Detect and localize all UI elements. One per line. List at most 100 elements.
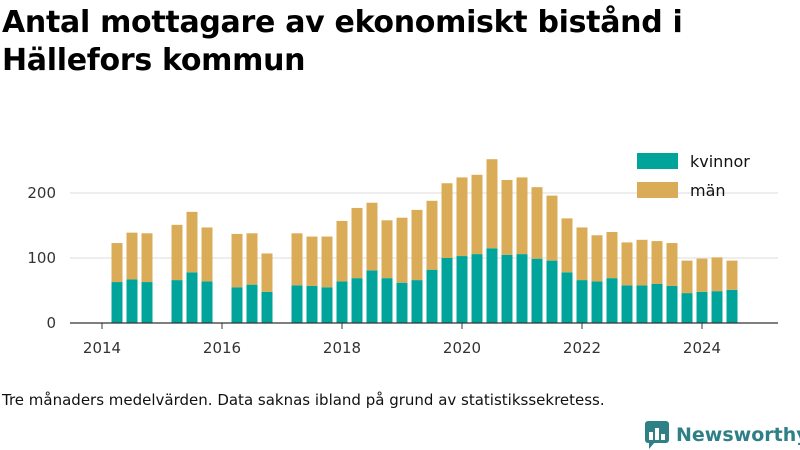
x-tick-label: 2024: [683, 339, 721, 357]
bar-kvinnor-2016-Q2: [231, 287, 243, 323]
bar-män-2020-Q1: [456, 177, 468, 257]
x-tick-label: 2014: [83, 339, 121, 357]
bar-män-2019-Q4: [441, 183, 453, 258]
bar-kvinnor-2016-Q3: [246, 284, 258, 323]
bar-kvinnor-2020-Q2: [471, 254, 483, 323]
bar-män-2018-Q1: [336, 220, 348, 282]
bar-kvinnor-2023-Q1: [636, 285, 648, 323]
bar-män-2019-Q1: [396, 217, 408, 283]
bar-män-2020-Q4: [501, 180, 513, 255]
bar-kvinnor-2014-Q3: [126, 279, 138, 323]
legend-label-män: män: [690, 181, 726, 200]
bar-kvinnor-2024-Q3: [726, 289, 738, 323]
bar-kvinnor-2023-Q2: [651, 284, 663, 323]
y-tick-label: 200: [27, 184, 56, 202]
y-axis-tick-labels: 0 100 200: [27, 184, 56, 332]
bar-kvinnor-2024-Q2: [711, 291, 723, 323]
x-axis: 2014 2016 2018 2020 2022 2024: [70, 322, 778, 357]
bar-kvinnor-2019-Q2: [411, 280, 423, 323]
bar-kvinnor-2022-Q1: [576, 280, 588, 323]
bar-män-2022-Q1: [576, 227, 588, 281]
bar-kvinnor-2016-Q4: [261, 291, 273, 323]
bar-kvinnor-2018-Q1: [336, 281, 348, 323]
bar-kvinnor-2018-Q2: [351, 278, 363, 323]
bar-män-2023-Q3: [666, 243, 678, 286]
bar-män-2015-Q3: [186, 211, 198, 273]
bar-män-2024-Q1: [696, 258, 708, 292]
bar-män-2020-Q3: [486, 159, 498, 249]
chart-title: Antal mottagare av ekonomiskt bistånd i …: [2, 5, 683, 78]
bar-kvinnor-2018-Q3: [366, 270, 378, 323]
bar-kvinnor-2017-Q4: [321, 287, 333, 323]
x-tick-label: 2022: [563, 339, 601, 357]
bar-kvinnor-2017-Q2: [291, 285, 303, 323]
bar-kvinnor-2021-Q1: [516, 254, 528, 323]
chat-bubble-bar-chart-icon: [645, 421, 669, 449]
bar-män-2018-Q2: [351, 207, 363, 279]
bar-män-2014-Q2: [111, 243, 123, 283]
bar-kvinnor-2020-Q1: [456, 256, 468, 323]
bar-män-2017-Q4: [321, 236, 333, 288]
bar-män-2024-Q3: [726, 260, 738, 290]
legend: kvinnor män: [637, 152, 750, 200]
bar-kvinnor-2024-Q1: [696, 291, 708, 323]
bar-kvinnor-2015-Q3: [186, 272, 198, 323]
bar-kvinnor-2023-Q3: [666, 285, 678, 323]
footnote: Tre månaders medelvärden. Data saknas ib…: [2, 391, 605, 409]
legend-swatch-kvinnor: [637, 153, 678, 169]
x-tick-label: 2018: [323, 339, 361, 357]
bar-kvinnor-2021-Q3: [546, 260, 558, 323]
bar-män-2024-Q2: [711, 257, 723, 292]
bar-män-2018-Q3: [366, 202, 378, 271]
bar-kvinnor-2019-Q1: [396, 282, 408, 323]
bar-kvinnor-2021-Q2: [531, 258, 543, 323]
bar-kvinnor-2022-Q4: [621, 285, 633, 323]
bar-män-2023-Q4: [681, 260, 693, 294]
y-tick-label: 0: [46, 314, 56, 332]
x-tick-label: 2016: [203, 339, 241, 357]
bars: [111, 159, 738, 323]
bar-män-2022-Q4: [621, 242, 633, 286]
bar-män-2016-Q3: [246, 233, 258, 285]
bar-kvinnor-2017-Q3: [306, 285, 318, 323]
bar-kvinnor-2019-Q4: [441, 258, 453, 323]
bar-kvinnor-2023-Q4: [681, 293, 693, 323]
x-tick-label: 2020: [443, 339, 481, 357]
bar-män-2021-Q2: [531, 187, 543, 259]
bar-män-2023-Q2: [651, 241, 663, 284]
y-tick-label: 100: [27, 249, 56, 267]
legend-label-kvinnor: kvinnor: [690, 152, 750, 171]
bar-män-2021-Q3: [546, 195, 558, 261]
bar-män-2017-Q2: [291, 233, 303, 286]
bar-män-2016-Q2: [231, 233, 243, 288]
legend-swatch-män: [637, 182, 678, 198]
bar-kvinnor-2019-Q3: [426, 269, 438, 323]
bar-kvinnor-2014-Q4: [141, 282, 153, 323]
bar-män-2015-Q2: [171, 224, 183, 281]
bar-män-2019-Q3: [426, 200, 438, 270]
bar-män-2023-Q1: [636, 239, 648, 286]
bar-kvinnor-2018-Q4: [381, 278, 393, 323]
bar-kvinnor-2022-Q2: [591, 281, 603, 323]
bar-män-2017-Q3: [306, 236, 318, 286]
bar-män-2021-Q4: [561, 218, 573, 273]
bar-män-2019-Q2: [411, 209, 423, 281]
bar-kvinnor-2022-Q3: [606, 278, 618, 323]
bar-män-2022-Q2: [591, 235, 603, 282]
bar-män-2014-Q3: [126, 232, 138, 280]
bar-män-2015-Q4: [201, 227, 213, 282]
bar-kvinnor-2014-Q2: [111, 282, 123, 323]
bar-kvinnor-2021-Q4: [561, 272, 573, 323]
bar-kvinnor-2015-Q4: [201, 281, 213, 323]
bar-kvinnor-2020-Q3: [486, 248, 498, 323]
bar-män-2022-Q3: [606, 232, 618, 279]
bar-kvinnor-2020-Q4: [501, 254, 513, 323]
newsworthy-logo[interactable]: Newsworthy: [644, 420, 800, 450]
bar-män-2014-Q4: [141, 233, 153, 283]
brand-name: Newsworthy: [676, 424, 800, 446]
bar-kvinnor-2015-Q2: [171, 280, 183, 323]
bar-män-2018-Q4: [381, 220, 393, 279]
bar-män-2020-Q2: [471, 174, 483, 255]
bar-män-2016-Q4: [261, 253, 273, 292]
